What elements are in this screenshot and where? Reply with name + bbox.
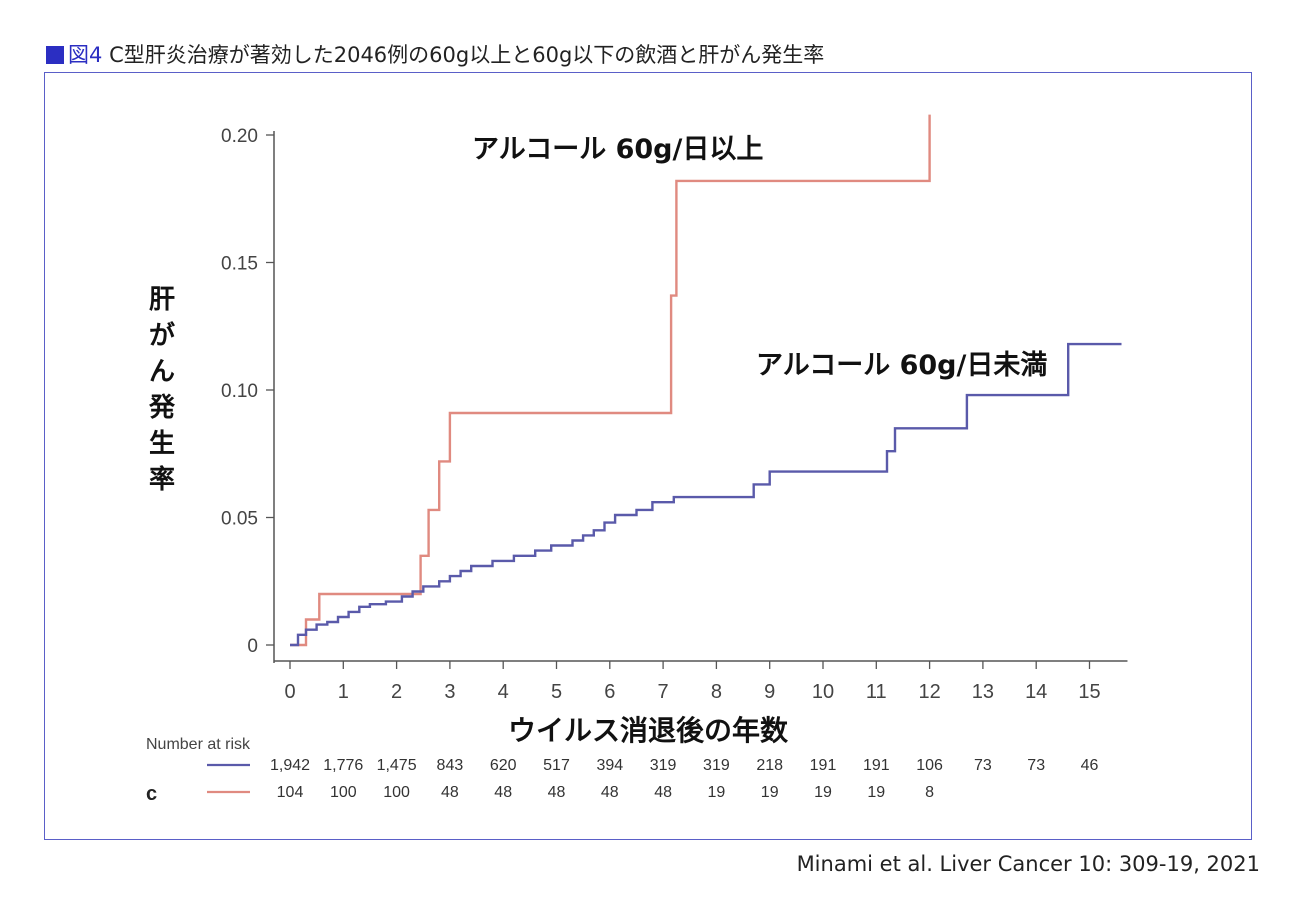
risk-group-label: c — [146, 783, 157, 805]
x-tick-label: 7 — [658, 681, 669, 703]
figure-title-text: C型肝炎治療が著効した2046例の60g以上と60g以下の飲酒と肝がん発生率 — [109, 43, 825, 67]
series-line-2 — [290, 342, 1122, 647]
risk-value: 19 — [867, 784, 885, 801]
x-tick-label: 11 — [866, 681, 887, 703]
x-tick-label: 12 — [918, 681, 940, 703]
x-tick-label: 2 — [391, 681, 402, 703]
x-tick-label: 14 — [1025, 681, 1047, 703]
risk-value: 218 — [756, 757, 783, 774]
risk-value: 191 — [863, 757, 890, 774]
risk-value: 46 — [1081, 757, 1099, 774]
x-axis-label: ウイルス消退後の年数 — [508, 714, 789, 747]
x-tick-label: 4 — [498, 681, 509, 703]
x-tick-label: 13 — [972, 681, 994, 703]
series-label-high: アルコール 60g/日以上 — [472, 134, 763, 165]
risk-value: 1,942 — [270, 757, 310, 774]
x-tick-label: 0 — [284, 681, 295, 703]
risk-value: 19 — [761, 784, 779, 801]
figure-label: 図4 — [68, 43, 103, 67]
series-label-low: アルコール 60g/日未満 — [756, 350, 1047, 381]
series-line-1 — [290, 114, 931, 647]
risk-value: 19 — [814, 784, 832, 801]
y-tick-label: 0.10 — [221, 381, 258, 402]
risk-value: 843 — [437, 757, 464, 774]
risk-value: 73 — [1027, 757, 1045, 774]
risk-value: 48 — [494, 784, 512, 801]
risk-value: 191 — [810, 757, 837, 774]
x-tick-label: 9 — [764, 681, 775, 703]
risk-value: 106 — [916, 757, 943, 774]
risk-value: 517 — [543, 757, 570, 774]
x-tick-label: 3 — [444, 681, 455, 703]
figure-title: 図4 C型肝炎治療が著効した2046例の60g以上と60g以下の飲酒と肝がん発生… — [46, 40, 824, 70]
risk-value: 8 — [925, 784, 934, 801]
y-tick-label: 0.05 — [221, 509, 258, 530]
risk-value: 104 — [277, 784, 304, 801]
citation: Minami et al. Liver Cancer 10: 309-19, 2… — [796, 852, 1260, 876]
risk-value: 48 — [601, 784, 619, 801]
chart-frame — [44, 72, 1252, 840]
x-tick-label: 6 — [604, 681, 615, 703]
y-tick-label: 0.20 — [221, 126, 258, 147]
x-tick-label: 15 — [1078, 681, 1100, 703]
risk-value: 48 — [441, 784, 459, 801]
x-tick-label: 5 — [551, 681, 562, 703]
x-tick-label: 10 — [812, 681, 834, 703]
risk-value: 48 — [654, 784, 672, 801]
x-tick-label: 1 — [338, 681, 349, 703]
risk-value: 100 — [330, 784, 357, 801]
square-icon — [46, 46, 64, 64]
risk-value: 19 — [708, 784, 726, 801]
risk-value: 1,776 — [323, 757, 363, 774]
x-tick-label: 8 — [711, 681, 722, 703]
risk-value: 100 — [383, 784, 410, 801]
y-axis-label: 肝がん発生率 — [148, 285, 176, 495]
risk-value: 620 — [490, 757, 517, 774]
risk-value: 319 — [703, 757, 730, 774]
risk-value: 48 — [548, 784, 566, 801]
risk-value: 319 — [650, 757, 677, 774]
risk-value: 73 — [974, 757, 992, 774]
y-tick-label: 0 — [247, 636, 258, 657]
risk-value: 1,475 — [377, 757, 417, 774]
y-tick-label: 0.15 — [221, 254, 258, 275]
risk-heading: Number at risk — [146, 736, 251, 753]
risk-value: 394 — [596, 757, 623, 774]
